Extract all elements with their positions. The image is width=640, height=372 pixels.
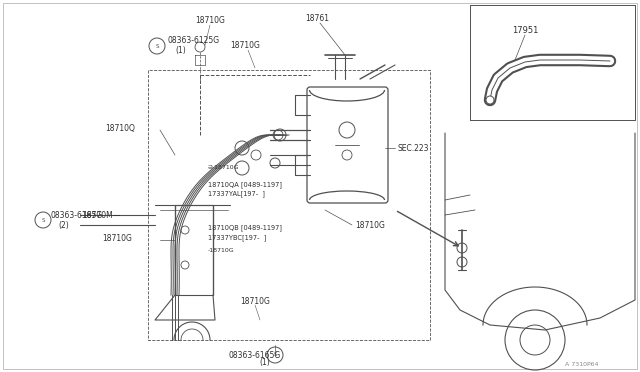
Text: S: S [273, 353, 276, 357]
Bar [175, 205, 213, 295]
Text: 17951: 17951 [512, 26, 538, 35]
Text: (2): (2) [58, 221, 68, 230]
Text: 18710G: 18710G [102, 234, 132, 243]
Text: S: S [41, 218, 45, 222]
Text: (1): (1) [175, 45, 186, 55]
Text: 18710G: 18710G [195, 16, 225, 25]
Text: 08363-6165G: 08363-6165G [50, 211, 102, 219]
Circle shape [486, 96, 494, 104]
Text: 18710G: 18710G [240, 298, 270, 307]
Text: 18770M—: 18770M— [82, 211, 120, 219]
Text: 08363-6165G: 08363-6165G [229, 350, 281, 359]
Text: 08363-6125G: 08363-6125G [167, 35, 219, 45]
Text: -18710G: -18710G [208, 247, 235, 253]
Text: 17337YAL[197-  ]: 17337YAL[197- ] [208, 190, 265, 198]
Text: SEC.223: SEC.223 [398, 144, 429, 153]
Text: 18761: 18761 [305, 13, 329, 22]
Text: 18710G: 18710G [230, 41, 260, 49]
Text: Ə-18710G: Ə-18710G [208, 164, 239, 170]
Text: 18710QA [0489-1197]: 18710QA [0489-1197] [208, 182, 282, 188]
Text: S: S [156, 44, 159, 48]
Text: 18710Q: 18710Q [105, 124, 135, 132]
Text: (1): (1) [260, 359, 270, 368]
Text: 18710G: 18710G [355, 221, 385, 230]
Text: 18710QB [0489-1197]: 18710QB [0489-1197] [208, 225, 282, 231]
Text: A 7310P64: A 7310P64 [565, 362, 598, 368]
Text: 17337YBC[197-  ]: 17337YBC[197- ] [208, 235, 266, 241]
